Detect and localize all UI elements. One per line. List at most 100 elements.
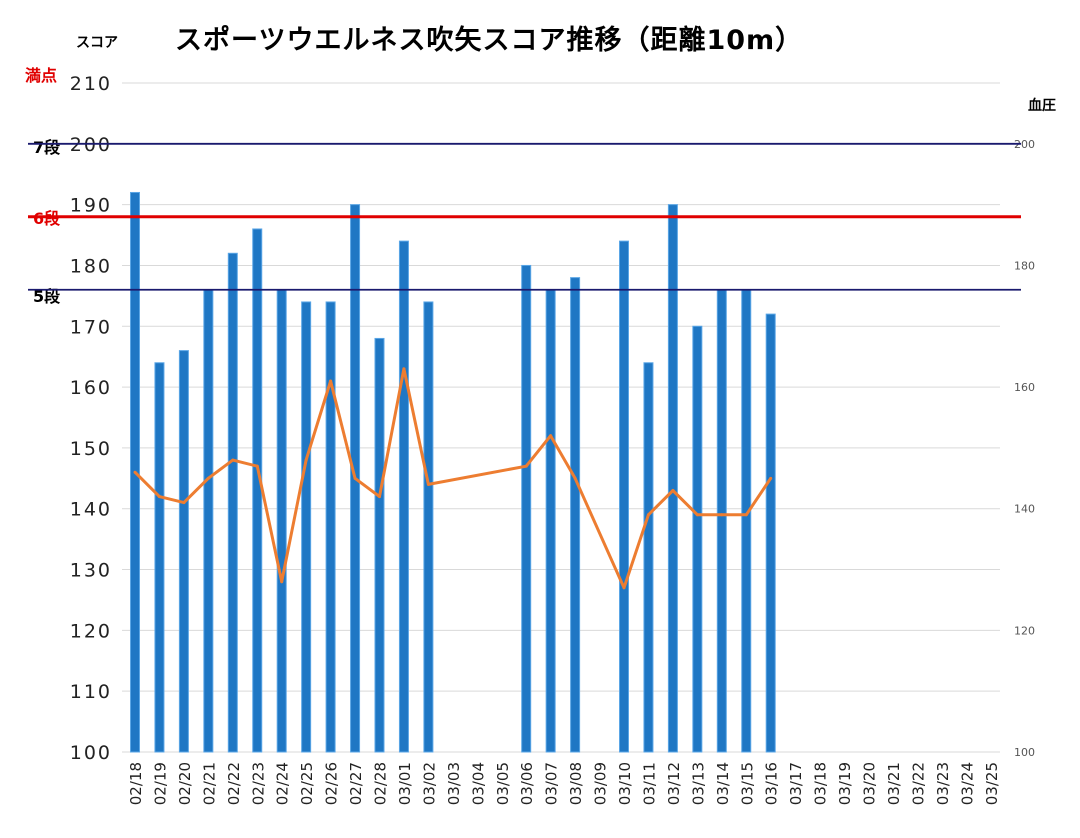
bar — [545, 289, 556, 753]
line-point — [378, 495, 381, 499]
x-tick-label: 02/21 — [200, 762, 218, 805]
y-left-tick-label: 140 — [70, 499, 112, 521]
x-tick-label: 03/03 — [445, 762, 463, 805]
y-left-tick-label: 110 — [70, 681, 112, 703]
line-point — [695, 513, 699, 517]
x-tick-label: 03/10 — [616, 762, 634, 805]
line-point — [231, 458, 235, 462]
bar — [252, 228, 263, 753]
bar — [667, 204, 678, 753]
line-point — [720, 513, 724, 517]
line-point — [280, 580, 284, 584]
x-tick-label: 03/04 — [469, 762, 487, 805]
line-point — [671, 488, 675, 492]
y-left-tick-label: 180 — [70, 255, 112, 277]
x-tick-label: 02/22 — [225, 762, 243, 805]
bar — [643, 362, 654, 753]
bar — [178, 350, 189, 753]
x-tick-label: 03/02 — [420, 762, 438, 805]
y-left-tick-label: 120 — [70, 620, 112, 642]
x-tick-label: 03/11 — [640, 762, 658, 805]
y-left-tick-label: 170 — [70, 316, 112, 338]
bar — [301, 301, 312, 753]
y-left-tick-label: 200 — [70, 134, 112, 156]
line-point — [744, 513, 748, 517]
x-tick-label: 02/20 — [176, 762, 194, 805]
bar — [619, 240, 629, 753]
line-point — [206, 476, 210, 480]
x-tick-label: 03/24 — [958, 762, 976, 805]
x-tick-label: 02/18 — [127, 762, 145, 805]
y-left-tick-label: 130 — [70, 560, 112, 582]
line-point — [549, 434, 553, 438]
x-tick-label: 02/25 — [298, 762, 316, 805]
x-tick-label: 02/26 — [323, 762, 341, 805]
x-tick-label: 02/24 — [274, 762, 292, 805]
y-left-tick-label: 160 — [70, 377, 112, 399]
line-point — [573, 476, 577, 480]
line-point — [622, 586, 626, 590]
bar — [203, 289, 214, 753]
bar — [276, 289, 287, 753]
y-left-tick-label: 100 — [70, 742, 112, 764]
x-tick-label: 03/07 — [543, 762, 561, 805]
x-tick-label: 03/01 — [396, 762, 414, 805]
y-right-tick-label: 120 — [1014, 624, 1035, 637]
x-tick-label: 03/16 — [763, 762, 781, 805]
line-point — [524, 464, 528, 468]
bar — [227, 252, 238, 753]
y-right-tick-label: 100 — [1014, 746, 1035, 759]
x-tick-label: 03/20 — [861, 762, 879, 805]
x-tick-label: 03/09 — [592, 762, 610, 805]
line-point — [353, 476, 357, 480]
bar — [692, 325, 703, 753]
bar — [325, 301, 336, 753]
x-tick-label: 03/19 — [836, 762, 854, 805]
chart-title: スポーツウエルネス吹矢スコア推移（距離10m） — [175, 25, 804, 56]
x-tick-label: 03/23 — [934, 762, 952, 805]
bar — [154, 362, 165, 753]
x-tick-label: 02/19 — [151, 762, 169, 805]
bar — [423, 301, 434, 753]
x-tick-label: 03/14 — [714, 762, 732, 805]
line-point — [769, 476, 773, 480]
y-left-tick-label: 190 — [70, 195, 112, 217]
x-tick-label: 03/13 — [689, 762, 707, 805]
y-right-tick-label: 180 — [1014, 259, 1035, 272]
x-tick-label: 03/18 — [812, 762, 830, 805]
line-point — [426, 482, 430, 486]
y-left-tick-label: 150 — [70, 438, 112, 460]
x-tick-label: 03/17 — [787, 762, 805, 805]
x-tick-label: 03/21 — [885, 762, 903, 805]
bar — [398, 240, 409, 753]
bar — [716, 289, 727, 753]
x-tick-label: 03/05 — [494, 762, 512, 805]
x-tick-label: 03/25 — [983, 762, 1001, 805]
ref-label-full-score: 満点 — [25, 66, 58, 85]
y-right-tick-label: 160 — [1014, 381, 1035, 394]
y-right-tick-label: 200 — [1014, 138, 1035, 151]
bar — [741, 289, 752, 753]
x-tick-label: 02/23 — [249, 762, 267, 805]
x-tick-label: 03/08 — [567, 762, 585, 805]
bar — [521, 264, 532, 753]
x-tick-label: 03/22 — [909, 762, 927, 805]
line-point — [133, 470, 137, 474]
ref-label-7dan: 7段 — [33, 138, 61, 157]
line-point — [304, 458, 308, 462]
ref-label-5dan: 5段 — [33, 287, 61, 306]
line-point — [646, 513, 650, 517]
y-left-tick-label: 210 — [70, 73, 112, 95]
y-axis-right-label: 血圧 — [1028, 98, 1056, 114]
y-right-tick-label: 140 — [1014, 503, 1035, 516]
line-point — [402, 367, 406, 371]
x-tick-label: 03/12 — [665, 762, 683, 805]
ref-label-6dan: 6段 — [33, 209, 61, 228]
line-point — [182, 501, 186, 505]
x-tick-label: 02/27 — [347, 762, 365, 805]
bar — [570, 277, 581, 753]
x-tick-label: 02/28 — [372, 762, 390, 805]
line-point — [157, 495, 161, 499]
x-tick-label: 03/15 — [738, 762, 756, 805]
